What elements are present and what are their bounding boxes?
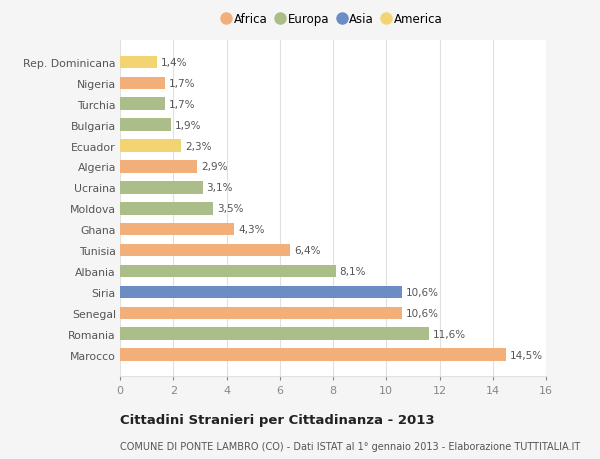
Bar <box>120 286 402 298</box>
Text: 11,6%: 11,6% <box>433 329 466 339</box>
Text: 3,5%: 3,5% <box>217 204 244 214</box>
Text: Cittadini Stranieri per Cittadinanza - 2013: Cittadini Stranieri per Cittadinanza - 2… <box>120 413 434 426</box>
Text: 2,3%: 2,3% <box>185 141 212 151</box>
Bar <box>120 140 181 152</box>
Bar <box>120 202 213 215</box>
Bar <box>120 161 197 174</box>
Text: COMUNE DI PONTE LAMBRO (CO) - Dati ISTAT al 1° gennaio 2013 - Elaborazione TUTTI: COMUNE DI PONTE LAMBRO (CO) - Dati ISTAT… <box>120 441 580 451</box>
Bar <box>120 265 335 278</box>
Legend: Africa, Europa, Asia, America: Africa, Europa, Asia, America <box>221 11 445 29</box>
Bar <box>120 244 290 257</box>
Bar <box>120 307 402 319</box>
Bar <box>120 56 157 69</box>
Text: 1,9%: 1,9% <box>175 120 201 130</box>
Bar <box>120 98 165 111</box>
Text: 14,5%: 14,5% <box>510 350 543 360</box>
Text: 10,6%: 10,6% <box>406 287 439 297</box>
Text: 8,1%: 8,1% <box>340 266 366 276</box>
Text: 10,6%: 10,6% <box>406 308 439 318</box>
Bar <box>120 328 429 340</box>
Text: 3,1%: 3,1% <box>206 183 233 193</box>
Text: 1,4%: 1,4% <box>161 58 188 68</box>
Bar <box>120 78 165 90</box>
Text: 6,4%: 6,4% <box>295 246 321 256</box>
Bar <box>120 119 170 132</box>
Text: 4,3%: 4,3% <box>238 225 265 235</box>
Text: 1,7%: 1,7% <box>169 100 196 110</box>
Text: 1,7%: 1,7% <box>169 78 196 89</box>
Bar <box>120 182 203 194</box>
Bar <box>120 224 235 236</box>
Bar <box>120 349 506 361</box>
Text: 2,9%: 2,9% <box>201 162 228 172</box>
